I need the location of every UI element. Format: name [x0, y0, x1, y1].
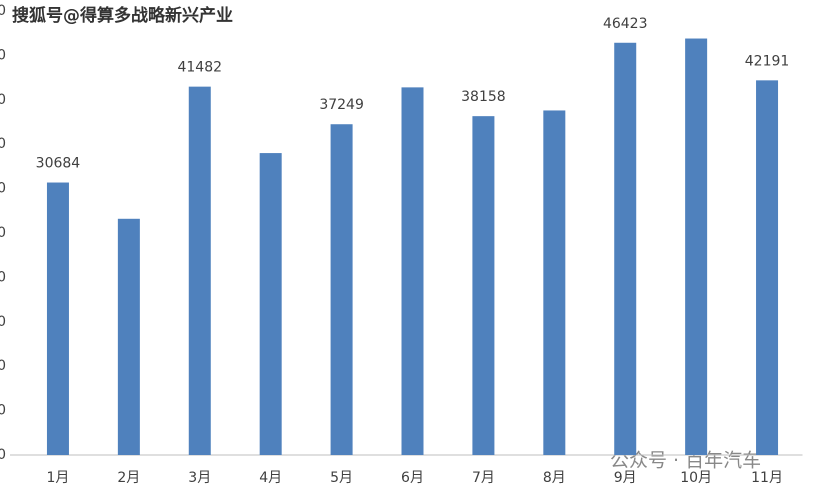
x-tick-label: 2月 [117, 470, 140, 486]
y-tick-label: 40000 [0, 92, 6, 108]
y-tick-label: 50000 [0, 3, 6, 19]
y-tick-label: 45000 [0, 47, 6, 63]
y-tick-label: 5000 [0, 403, 6, 419]
x-tick-label: 4月 [259, 470, 282, 486]
x-tick-label: 9月 [614, 470, 637, 486]
y-tick-label: 15000 [0, 314, 6, 330]
x-tick-label: 1月 [46, 470, 69, 486]
y-tick-label: 35000 [0, 136, 6, 152]
x-tick-label: 6月 [401, 470, 424, 486]
y-tick-label: 25000 [0, 225, 6, 241]
y-tick-label: 20000 [0, 269, 6, 285]
x-tick-label: 11月 [751, 470, 783, 486]
bar [401, 87, 424, 456]
data-label: 46423 [603, 16, 648, 32]
data-label: 30684 [36, 156, 81, 172]
watermark: 搜狐号@得算多战略新兴产业 [12, 5, 233, 26]
data-label: 42191 [745, 53, 790, 69]
bar [188, 86, 211, 456]
x-tick-label: 3月 [188, 470, 211, 486]
x-tick-label: 7月 [472, 470, 495, 486]
data-label: 41482 [177, 60, 222, 76]
bar [472, 116, 495, 456]
bar [117, 218, 140, 455]
bar [756, 80, 779, 455]
x-tick-label: 8月 [543, 470, 566, 486]
bar [330, 124, 353, 455]
x-tick-label: 10月 [680, 470, 712, 486]
x-tick-label: 5月 [330, 470, 353, 486]
data-label: 38158 [461, 89, 506, 105]
y-tick-label: 10000 [0, 358, 6, 374]
bar [685, 38, 708, 455]
bar [259, 153, 282, 455]
bar [543, 110, 566, 456]
data-label: 37249 [319, 97, 364, 113]
bar [46, 182, 69, 456]
y-tick-label: 0 [0, 447, 6, 463]
y-tick-label: 30000 [0, 181, 6, 197]
bar [614, 42, 637, 455]
